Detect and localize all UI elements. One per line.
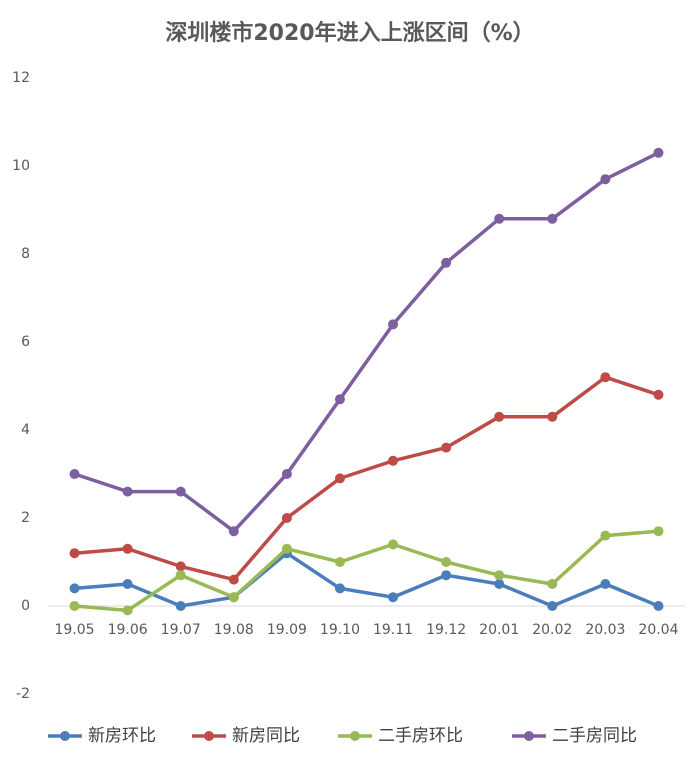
y-tick-label: -2 [16,686,30,702]
x-tick-label: 20.04 [638,622,678,638]
data-point [547,601,558,611]
data-point [653,389,664,400]
data-point [228,526,239,537]
series-line [74,375,660,582]
data-point [69,548,80,559]
x-tick-label: 19.09 [267,622,307,638]
data-point [388,539,399,550]
y-tick-label: 8 [21,246,30,262]
data-point [547,213,558,224]
legend-label: 新房同比 [232,726,300,746]
data-point [388,592,399,603]
data-point [281,513,292,523]
x-tick-label: 20.02 [532,622,572,638]
y-tick-label: 4 [21,422,30,438]
data-point [175,570,186,581]
data-point [175,561,186,572]
y-tick-label: 12 [12,70,30,86]
legend-label: 新房环比 [88,726,156,746]
data-point [388,319,399,330]
legend-marker [204,731,214,741]
data-point [281,469,292,479]
x-tick-label: 19.07 [161,622,201,638]
data-point [175,486,186,497]
data-point [494,213,505,224]
data-point [69,469,80,479]
data-point [600,174,611,185]
data-point [334,557,345,567]
series-line [74,529,659,613]
x-tick-label: 19.05 [54,622,94,638]
data-point [653,601,664,611]
data-point [122,543,133,554]
data-point [547,579,558,589]
data-point [334,583,345,594]
data-point [281,543,292,554]
data-point [122,486,133,497]
data-point [122,605,133,616]
data-point [334,394,345,405]
x-tick-label: 19.10 [320,622,360,638]
x-tick-label: 19.06 [108,622,148,638]
data-point [494,570,505,581]
legend-marker [524,731,534,741]
data-point [494,579,505,589]
data-point [388,455,399,466]
y-tick-label: 6 [21,334,30,350]
series-line [73,151,660,533]
data-point [122,579,133,589]
data-point [441,557,452,567]
data-point [653,526,664,537]
data-point [175,601,186,611]
legend-marker [350,731,360,741]
data-point [441,442,452,453]
data-point [653,147,664,158]
data-point [441,257,452,268]
x-tick-label: 20.03 [585,622,625,638]
legend-label: 二手房环比 [378,726,463,746]
y-tick-label: 2 [21,510,30,526]
legend-label: 二手房同比 [552,726,637,746]
data-point [69,601,80,611]
data-point [600,579,611,589]
y-tick-label: 0 [21,598,30,614]
data-point [228,574,239,585]
x-tick-label: 20.01 [479,622,519,638]
data-point [334,473,345,484]
series-line [74,551,660,608]
data-point [69,583,80,594]
y-tick-label: 10 [12,158,30,174]
legend-marker [60,731,70,741]
data-point [494,411,505,422]
data-point [441,570,452,581]
data-point [228,592,239,603]
data-point [547,411,558,422]
x-tick-label: 19.11 [373,622,413,638]
data-point [600,530,611,541]
data-point [600,372,611,383]
x-tick-label: 19.08 [214,622,254,638]
chart-title: 深圳楼市2020年进入上涨区间（%） [165,20,534,46]
x-tick-label: 19.12 [426,622,466,638]
